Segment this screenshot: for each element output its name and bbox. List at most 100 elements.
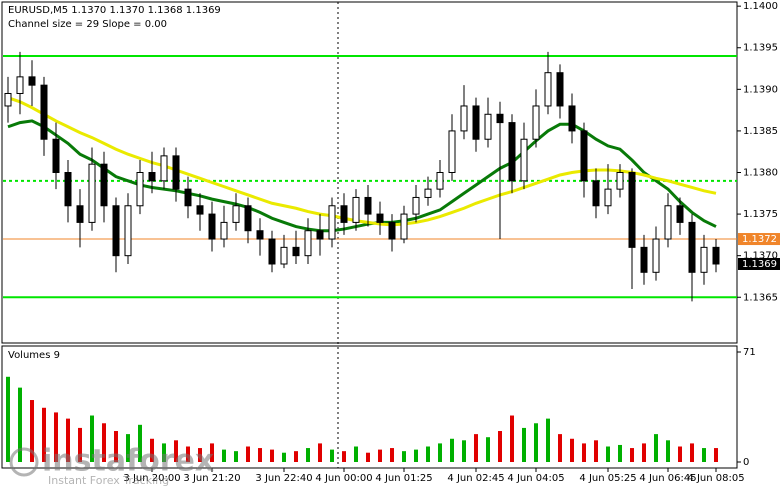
candle-body: [712, 246, 720, 265]
volume-bar: [522, 427, 526, 462]
volume-bar: [642, 443, 646, 462]
candle-body: [280, 246, 288, 265]
candle-body: [40, 84, 48, 140]
candle-body: [160, 155, 168, 182]
volume-bar: [570, 438, 574, 462]
volume-bar: [78, 427, 82, 462]
moving-average: [7, 119, 717, 233]
candle-body: [436, 172, 444, 190]
y-tick-label: 1.1395: [743, 43, 778, 54]
candle-body: [628, 172, 636, 248]
candle-body: [568, 105, 576, 132]
volume-bar: [618, 444, 622, 462]
volume-bar: [126, 434, 130, 462]
candle-body: [604, 188, 612, 207]
volume-bar: [42, 407, 46, 462]
candle-body: [52, 138, 60, 173]
watermark-brand: instaforex: [42, 444, 214, 479]
volume-bar: [282, 452, 286, 462]
watermark-tagline: Instant Forex Tracking: [48, 474, 169, 487]
candle-body: [4, 92, 12, 107]
x-tick-label: 3 Jun 20:00: [123, 473, 180, 484]
candle-body: [184, 188, 192, 207]
volume-tick-label: 0: [743, 457, 749, 468]
volume-bar: [606, 446, 610, 462]
volume-bar: [546, 418, 550, 462]
candle-body: [520, 138, 528, 182]
candle-body: [220, 221, 228, 240]
volume-bar: [258, 448, 262, 462]
candle-body: [16, 76, 24, 94]
volume-bar: [66, 418, 70, 462]
candle-body: [448, 130, 456, 173]
plot: 1.1400 1.1395 1.1390 1.1385 1.1380 1.1375 1.13…: [3, 1, 780, 484]
volume-bar: [198, 448, 202, 462]
volume-bar: [450, 438, 454, 462]
x-tick-label: 4 Jun 01:25: [375, 473, 432, 484]
x-tick-label: 3 Jun 22:40: [255, 473, 312, 484]
candle-body: [484, 113, 492, 140]
candle-body: [556, 72, 564, 107]
candle-body: [340, 205, 348, 223]
volume-bar: [210, 443, 214, 462]
candle-body: [652, 238, 660, 273]
candle-body: [472, 105, 480, 140]
candle-body: [100, 163, 108, 207]
candle-body: [364, 196, 372, 215]
x-tick-label: 4 Jun 06:45: [639, 473, 696, 484]
x-tick-label: 4 Jun 00:00: [315, 473, 372, 484]
volume-bar: [342, 451, 346, 462]
volume-bar: [462, 440, 466, 462]
volume-bar: [294, 451, 298, 462]
volume-tick-label: 71: [743, 347, 756, 358]
volume-bar: [174, 440, 178, 462]
volume-bar: [54, 412, 58, 462]
volume-bar: [162, 443, 166, 462]
candle-body: [544, 72, 552, 107]
candle-body: [112, 205, 120, 257]
candle-body: [28, 76, 36, 86]
price-label: 1.1372: [742, 234, 777, 245]
volume-bar: [30, 400, 34, 462]
volume-bar: [330, 449, 334, 462]
candle-body: [640, 246, 648, 273]
y-tick-label: 1.1400: [743, 1, 778, 12]
x-tick-label: 4 Jun 08:05: [687, 473, 744, 484]
volume-bar: [138, 424, 142, 462]
candle-body: [664, 205, 672, 240]
volume-bar: [702, 448, 706, 462]
y-tick-label: 1.1365: [743, 292, 778, 303]
volume-bar: [654, 434, 658, 462]
volume-bar: [426, 446, 430, 462]
volume-bar: [666, 440, 670, 462]
candle-body: [424, 188, 432, 198]
volume-bar: [246, 446, 250, 462]
volume-bar: [594, 440, 598, 462]
y-tick-label: 1.1380: [743, 168, 778, 179]
volume-bar: [690, 443, 694, 462]
candle-body: [292, 246, 300, 257]
candle-body: [196, 205, 204, 215]
volume-bar: [150, 438, 154, 462]
volume-bar: [6, 376, 10, 462]
candle-body: [268, 238, 276, 265]
volume-bar: [402, 451, 406, 462]
volume-bar: [366, 452, 370, 462]
volume-bar: [474, 434, 478, 462]
candle-body: [496, 113, 504, 124]
candle-body: [304, 230, 312, 257]
candle-body: [124, 205, 132, 257]
x-tick-label: 4 Jun 04:05: [507, 473, 564, 484]
volume-bar: [222, 449, 226, 462]
volume-bar: [582, 443, 586, 462]
candle-body: [688, 221, 696, 273]
volume-bar: [630, 448, 634, 462]
volume-bar: [510, 415, 514, 462]
chart-subtitle: Channel size = 29 Slope = 0.00: [8, 19, 167, 30]
y-tick-label: 1.1385: [743, 126, 778, 137]
candle-body: [232, 205, 240, 223]
watermark-icon: [9, 447, 39, 477]
chart-title: EURUSD,M5 1.1370 1.1370 1.1368 1.1369: [8, 5, 221, 16]
price-label-box: [738, 257, 780, 270]
